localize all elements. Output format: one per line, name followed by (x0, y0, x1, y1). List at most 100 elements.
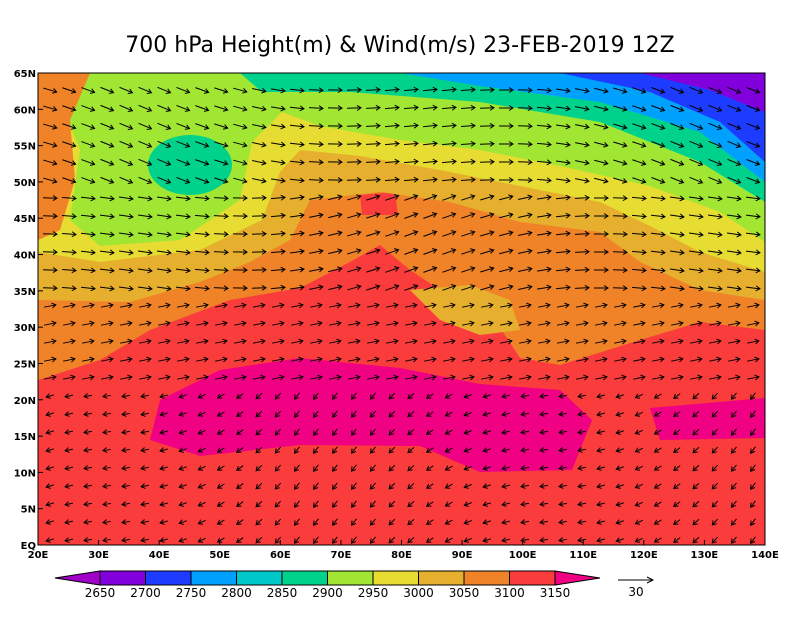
wind-arrow (711, 464, 719, 472)
wind-arrow (329, 356, 342, 363)
wind-arrow (253, 374, 266, 381)
wind-arrow (327, 87, 343, 93)
wind-arrow (441, 176, 457, 183)
wind-arrow (272, 338, 285, 345)
wind-arrow (539, 465, 549, 471)
wind-arrow (537, 248, 552, 255)
wind-arrow (216, 447, 225, 453)
wind-arrow (690, 320, 703, 327)
wind-arrow (500, 320, 513, 327)
wind-arrow (308, 87, 324, 94)
wind-arrow (422, 104, 438, 111)
wind-arrow (61, 213, 77, 220)
wind-arrow (81, 105, 96, 112)
wind-arrow (461, 266, 476, 273)
wind-arrow (233, 87, 248, 94)
wind-arrow (350, 518, 357, 526)
wind-arrow (176, 158, 191, 166)
wind-arrow (750, 446, 756, 454)
wind-arrow (119, 195, 134, 202)
wind-arrow (347, 194, 362, 201)
wind-arrow (747, 338, 760, 345)
wind-arrow (463, 501, 472, 507)
wind-arrow (520, 483, 530, 489)
field-3100-patch (360, 192, 398, 215)
wind-arrow (670, 86, 685, 94)
wind-arrow (197, 447, 206, 453)
wind-arrow (730, 392, 737, 400)
wind-arrow (745, 285, 761, 292)
wind-arrow (138, 249, 153, 256)
wind-arrow (289, 123, 305, 130)
wind-arrow (634, 447, 643, 453)
wind-arrow (745, 195, 761, 202)
wind-arrow (310, 356, 323, 363)
wind-arrow (633, 302, 646, 309)
wind-arrow (750, 428, 756, 436)
wind-arrow (558, 501, 568, 507)
wind-arrow (178, 537, 187, 543)
wind-arrow (271, 159, 286, 166)
wind-arrow (270, 248, 286, 255)
wind-arrow (520, 447, 530, 453)
wind-arrow (119, 231, 134, 238)
wind-arrow (43, 177, 58, 184)
wind-arrow (596, 393, 606, 399)
wind-arrow (332, 518, 338, 526)
x-tick-label: 80E (391, 550, 412, 561)
wind-arrow (727, 86, 742, 94)
vector-key: 30 (618, 576, 655, 599)
wind-arrow (385, 284, 400, 291)
wind-arrow (119, 176, 134, 184)
wind-arrow (596, 465, 606, 471)
wind-arrow (501, 393, 511, 399)
wind-arrow (83, 465, 93, 471)
wind-arrow (63, 356, 76, 363)
wind-arrow (369, 518, 376, 526)
wind-arrow (423, 212, 438, 219)
wind-arrow (727, 104, 742, 112)
wind-arrow (194, 285, 210, 292)
wind-arrow (350, 392, 357, 400)
wind-arrow (119, 213, 134, 220)
wind-arrow (159, 537, 168, 543)
wind-arrow (613, 159, 628, 166)
wind-arrow (43, 141, 58, 148)
wind-arrow (274, 536, 282, 544)
wind-arrow (726, 285, 742, 292)
wind-arrow (309, 284, 324, 291)
wind-arrow (692, 392, 700, 400)
wind-arrow (140, 429, 150, 435)
wind-arrow (689, 176, 704, 184)
wind-arrow (463, 465, 472, 471)
wind-arrow (289, 141, 305, 148)
wind-arrow (236, 501, 244, 508)
wind-arrow (692, 482, 700, 490)
wind-arrow (61, 195, 77, 202)
wind-arrow (708, 195, 723, 202)
wind-arrow (709, 374, 722, 381)
wind-arrow (556, 105, 571, 112)
wind-arrow (669, 249, 685, 256)
wind-arrow (634, 519, 643, 525)
wind-arrow (575, 159, 590, 166)
wind-arrow (138, 86, 153, 94)
wind-arrow (631, 213, 647, 220)
wind-arrow (460, 122, 476, 129)
wind-arrow (138, 176, 153, 184)
wind-arrow (423, 266, 438, 273)
wind-arrow (424, 338, 437, 345)
map-title: 700 hPa Height(m) & Wind(m/s) 23-FEB-201… (125, 33, 674, 58)
wind-arrow (157, 195, 172, 202)
wind-arrow (293, 518, 300, 526)
colorbar-label: 2850 (267, 586, 298, 600)
wind-arrow (615, 483, 624, 489)
wind-arrow (270, 284, 286, 291)
wind-arrow (272, 302, 285, 309)
wind-arrow (517, 141, 533, 148)
wind-arrow (634, 393, 643, 399)
wind-arrow (745, 231, 761, 238)
wind-arrow (177, 320, 190, 327)
wind-arrow (558, 519, 568, 525)
wind-arrow (576, 356, 589, 363)
